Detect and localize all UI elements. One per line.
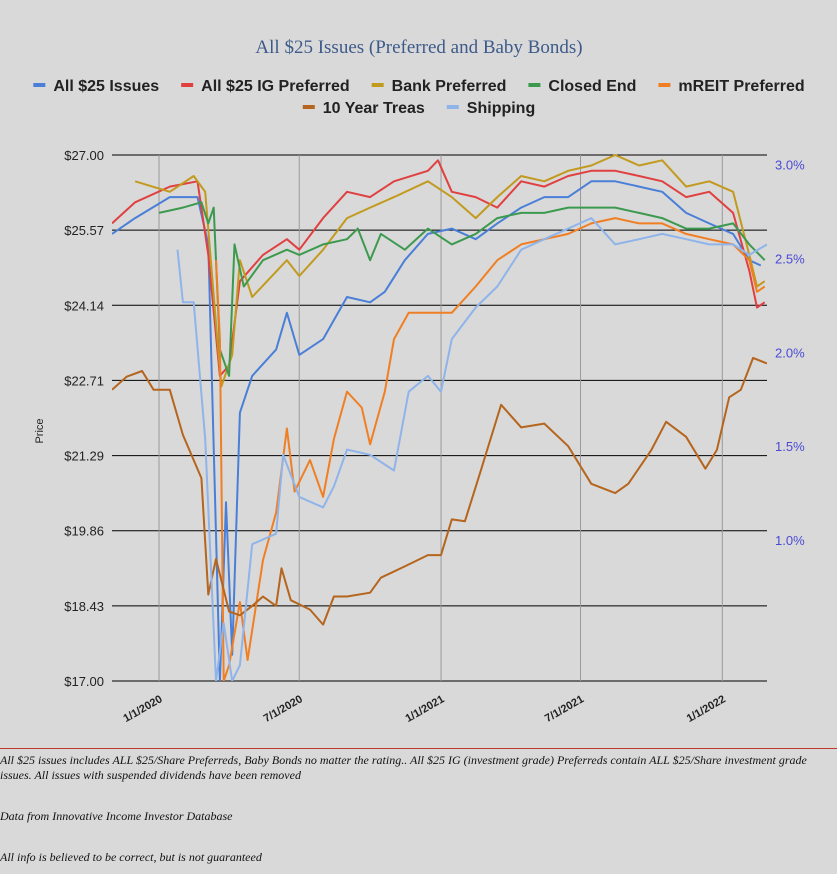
- y-axis-label: Price: [34, 418, 46, 443]
- chart-legend: All $25 Issues All $25 IG Preferred Bank P…: [33, 78, 805, 117]
- legend-swatch: [528, 83, 541, 87]
- y-axis-left: $27.00 $25.57 $24.14 $22.71 $21.29 $19.86 $18.…: [64, 148, 104, 689]
- y-tick-label: $24.14: [64, 298, 104, 313]
- y-tick-label: $18.43: [64, 599, 104, 614]
- series-line: [134, 154, 766, 388]
- legend-swatch: [181, 83, 194, 87]
- legend-label: 10 Year Treas: [323, 100, 425, 117]
- series-line: [176, 217, 767, 681]
- series-line: [112, 159, 766, 377]
- y-tick-label: $21.29: [64, 449, 104, 464]
- x-tick-label: 7/1/2021: [543, 693, 586, 725]
- legend-label: Closed End: [548, 78, 636, 95]
- legend-label: Bank Preferred: [392, 78, 507, 95]
- price-chart: All $25 Issues (Preferred and Baby Bonds…: [33, 37, 805, 725]
- y2-tick-label: 2.0%: [775, 345, 805, 360]
- x-tick-label: 1/1/2022: [685, 693, 728, 725]
- legend-swatch: [446, 105, 459, 109]
- legend-row: 10 Year Treas Shipping: [302, 100, 535, 117]
- y-tick-label: $17.00: [64, 674, 104, 689]
- legend-swatch: [302, 105, 315, 109]
- footnote-disclaimer: All info is believed to be correct, but …: [0, 850, 262, 864]
- chart-title: All $25 Issues (Preferred and Baby Bonds…: [255, 37, 582, 58]
- y2-tick-label: 2.5%: [775, 251, 805, 266]
- legend-label: Shipping: [467, 100, 535, 117]
- legend-swatch: [33, 83, 46, 87]
- x-tick-label: 1/1/2020: [121, 693, 164, 725]
- legend-label: All $25 IG Preferred: [201, 78, 350, 95]
- y-axis-right: 3.0% 2.5% 2.0% 1.5% 1.0%: [775, 157, 805, 548]
- y-tick-label: $27.00: [64, 148, 104, 163]
- legend-swatch: [658, 83, 671, 87]
- y-tick-label: $25.57: [64, 223, 104, 238]
- series-line: [112, 356, 767, 626]
- y2-tick-label: 1.0%: [775, 533, 805, 548]
- legend-label: mREIT Preferred: [678, 78, 804, 95]
- y2-tick-label: 1.5%: [775, 439, 805, 454]
- y2-tick-label: 3.0%: [775, 157, 805, 172]
- legend-label: All $25 Issues: [53, 78, 159, 95]
- footnotes: All $25 issues includes ALL $25/Share Pr…: [0, 748, 837, 874]
- series-line: [215, 217, 766, 681]
- footnote-definitions: All $25 issues includes ALL $25/Share Pr…: [0, 753, 807, 782]
- footnote-source: Data from Innovative Income Investor Dat…: [0, 809, 233, 823]
- gridlines: [112, 154, 767, 682]
- x-tick-label: 1/1/2021: [403, 693, 446, 725]
- y-tick-label: $19.86: [64, 524, 104, 539]
- series-lines: [112, 154, 767, 681]
- y-tick-label: $22.71: [64, 373, 104, 388]
- x-axis: 1/1/2020 7/1/2020 1/1/2021 7/1/2021 1/1/2022: [121, 693, 727, 725]
- legend-row: All $25 Issues All $25 IG Preferred Bank P…: [33, 78, 805, 95]
- legend-swatch: [371, 83, 384, 87]
- series-line: [158, 201, 766, 377]
- x-tick-label: 7/1/2020: [262, 693, 305, 725]
